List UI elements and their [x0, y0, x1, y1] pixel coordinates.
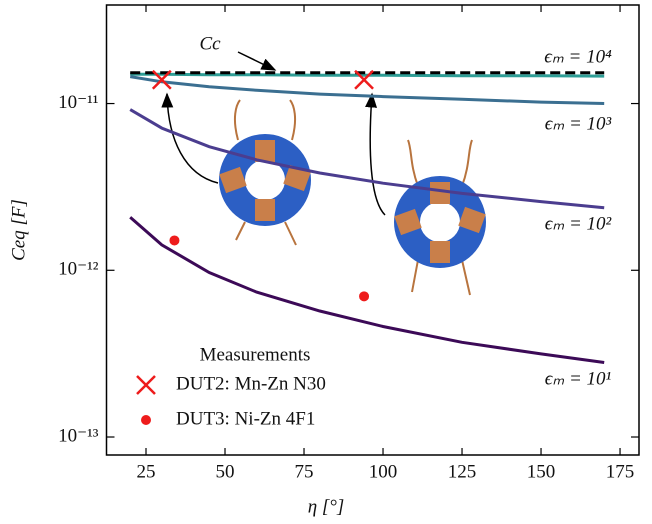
- x-axis-label: η [°]: [308, 496, 345, 517]
- y-tick-label: 10⁻¹¹: [58, 92, 99, 113]
- legend-marker: [136, 375, 156, 395]
- series-label: ϵₘ = 10⁴: [544, 46, 612, 67]
- marker-x: [354, 69, 374, 90]
- y-tick-label: 10⁻¹²: [58, 259, 99, 280]
- x-tick-label: 125: [448, 461, 477, 482]
- marker-x: [151, 69, 172, 90]
- series-label: ϵₘ = 10¹: [545, 368, 612, 389]
- series-line: [129, 75, 605, 105]
- x-tick-label: 25: [137, 461, 156, 482]
- y-axis-label: Ceq [F]: [8, 199, 29, 261]
- legend-label: DUT3: Ni-Zn 4F1: [176, 408, 315, 429]
- x-tick-label: 150: [527, 461, 556, 482]
- toroid-photo: [219, 99, 311, 246]
- x-tick-label: 50: [216, 461, 235, 482]
- legend-marker: [141, 415, 151, 425]
- arrow: [237, 51, 277, 71]
- x-tick-label: 75: [295, 461, 314, 482]
- toroid-photo: [394, 139, 486, 296]
- marker-dot: [359, 291, 370, 302]
- y-tick-label: 10⁻¹³: [58, 425, 99, 446]
- series-label: Cc: [199, 33, 221, 54]
- legend-label: DUT2: Mn-Zn N30: [176, 373, 326, 394]
- marker-dot: [169, 235, 180, 246]
- series-line: [129, 108, 605, 210]
- series-label: ϵₘ = 10³: [545, 113, 612, 134]
- x-tick-label: 100: [369, 461, 398, 482]
- plot-frame: [105, 4, 640, 456]
- arrow: [365, 92, 386, 216]
- series-line: [130, 72, 605, 78]
- series-line: [129, 216, 605, 364]
- series-label: ϵₘ = 10²: [545, 213, 612, 234]
- x-tick-label: 175: [606, 461, 635, 482]
- legend-title: Measurements: [200, 344, 311, 365]
- arrow: [161, 92, 219, 184]
